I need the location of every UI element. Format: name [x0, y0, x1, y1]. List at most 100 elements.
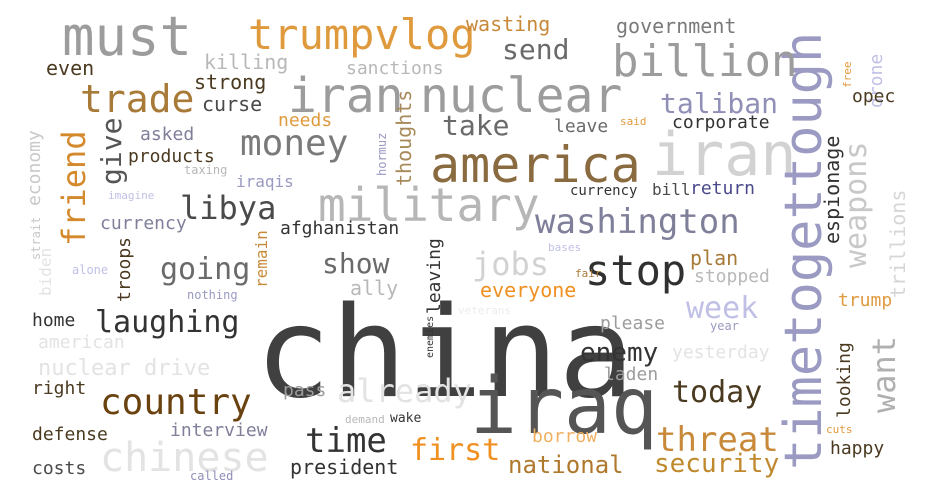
- word: borrow: [532, 426, 598, 447]
- word: enemies: [425, 315, 436, 358]
- word: pass: [283, 380, 327, 401]
- word: even: [46, 56, 95, 80]
- word: iran: [652, 120, 797, 190]
- word: right: [32, 378, 87, 399]
- word: ally: [350, 276, 399, 300]
- word: send: [502, 33, 570, 66]
- word: asked: [140, 124, 195, 145]
- word: iraqis: [236, 172, 294, 191]
- word: thoughts: [392, 89, 416, 186]
- word: laughing: [95, 305, 240, 340]
- word: strait: [29, 216, 43, 260]
- word: government: [616, 14, 737, 38]
- word: called: [190, 469, 234, 483]
- word: demand: [345, 413, 385, 426]
- word: money: [240, 123, 349, 164]
- word: alone: [72, 263, 109, 277]
- word: weapons: [839, 141, 874, 268]
- word: opec: [852, 86, 896, 107]
- word: wake: [390, 411, 422, 426]
- word: threat: [656, 420, 779, 460]
- word: corporate: [672, 112, 770, 133]
- word: must: [62, 5, 193, 68]
- word: bases: [548, 241, 582, 254]
- word: iran: [288, 68, 404, 124]
- word: everyone: [480, 278, 577, 302]
- word: billion: [612, 36, 798, 87]
- word: imagine: [108, 189, 155, 202]
- word: enemy: [580, 338, 659, 368]
- word: said: [620, 115, 647, 128]
- word: please: [600, 313, 666, 334]
- word: costs: [32, 458, 87, 479]
- word: stopped: [694, 266, 770, 287]
- word: nuclear: [420, 68, 623, 124]
- word: return: [690, 178, 756, 199]
- word: leave: [554, 116, 609, 137]
- word: fair: [575, 267, 602, 280]
- word: home: [32, 310, 76, 331]
- word: want: [865, 335, 903, 413]
- word: looking: [834, 342, 855, 418]
- word: espionage: [820, 135, 844, 244]
- word: nothing: [187, 288, 238, 302]
- word: week: [686, 291, 759, 326]
- word: year: [710, 319, 739, 333]
- word: american: [38, 332, 125, 353]
- word: today: [672, 375, 763, 410]
- word: wasting: [466, 12, 551, 36]
- word: needs: [278, 110, 333, 131]
- word: sanctions: [346, 58, 444, 79]
- word: libya: [180, 189, 277, 227]
- word: first: [410, 433, 501, 468]
- word: economy: [24, 130, 45, 206]
- word: killing: [204, 50, 289, 74]
- word: going: [160, 252, 251, 287]
- word: trillions: [886, 189, 910, 298]
- word: currency: [100, 213, 187, 234]
- word: bill: [652, 180, 691, 199]
- word: laden: [604, 364, 659, 385]
- word: taliban: [660, 87, 779, 120]
- word: washington: [535, 202, 740, 242]
- word: timetogettough: [774, 31, 834, 470]
- word: military: [318, 178, 540, 232]
- word: remain: [252, 230, 271, 288]
- word: troops: [114, 236, 135, 302]
- word: strong: [194, 70, 267, 94]
- word: cuts: [826, 423, 853, 436]
- word: plan: [690, 246, 739, 270]
- word: hormuz: [375, 132, 389, 176]
- word: trumpvlog: [248, 10, 476, 59]
- word: happy: [830, 438, 885, 459]
- word: trump: [838, 290, 893, 311]
- word: yesterday: [672, 342, 770, 363]
- word: national: [508, 451, 624, 479]
- word: take: [442, 109, 510, 142]
- word: currency: [570, 183, 638, 199]
- word: america: [430, 136, 641, 194]
- word: china: [255, 279, 635, 426]
- word: jobs: [472, 245, 550, 283]
- word: chinese: [100, 435, 269, 481]
- word: afghanistan: [280, 218, 400, 239]
- word: stop: [585, 246, 687, 295]
- word: taxing: [184, 163, 228, 177]
- word: friend: [55, 130, 93, 246]
- word: free: [841, 61, 854, 89]
- word: curse: [202, 92, 263, 116]
- word: iraq: [470, 362, 658, 452]
- word: interview: [170, 420, 268, 441]
- word: give: [95, 117, 128, 185]
- word: already: [337, 372, 472, 410]
- word: products: [128, 146, 215, 167]
- word: veterans: [458, 304, 511, 317]
- word: country: [100, 382, 252, 423]
- word: defense: [32, 424, 108, 445]
- word: show: [322, 247, 390, 280]
- word: leaving: [424, 238, 445, 314]
- word: nuclear drive: [38, 356, 211, 381]
- word: security: [654, 449, 780, 479]
- word: time: [305, 421, 387, 461]
